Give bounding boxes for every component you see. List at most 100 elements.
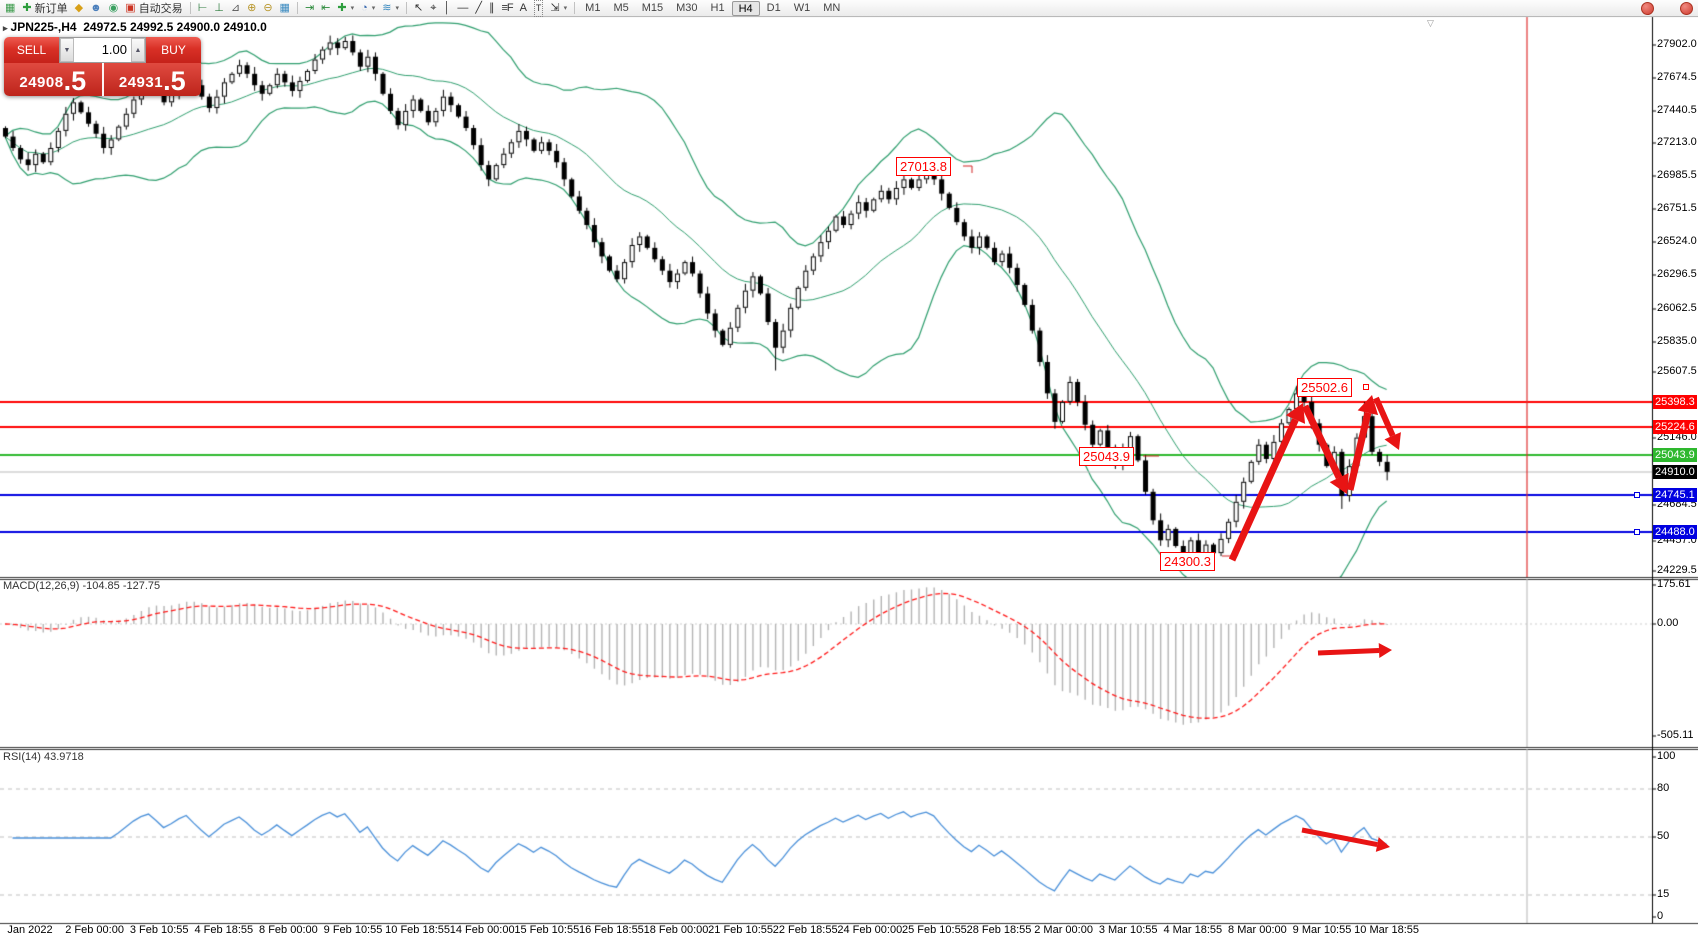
tab-timeframe-h1[interactable]: H1 — [710, 1, 725, 14]
text-label-tool[interactable]: T — [531, 0, 547, 17]
price-axis-tick: 25146.0 — [1657, 431, 1697, 443]
zoom-out-button[interactable]: ⊖ — [260, 1, 275, 16]
time-axis-label: 2 Mar 00:00 — [1034, 924, 1093, 933]
tab-timeframe-m1[interactable]: M1 — [585, 1, 601, 14]
auto-scroll-button[interactable]: ⇥ — [302, 1, 317, 16]
price-annotation[interactable]: 24300.3 — [1160, 552, 1215, 571]
price-axis-tick: 26751.5 — [1657, 202, 1697, 214]
status-icon[interactable] — [1680, 2, 1693, 15]
time-axis-label: 25 Feb 10:55 — [901, 924, 967, 933]
line-handle[interactable] — [1634, 529, 1640, 535]
cursor-tool[interactable]: ↖ — [411, 1, 426, 16]
styler-icon: ◆ — [74, 1, 84, 14]
equidistant-channel-tool[interactable]: ∥ — [486, 1, 498, 16]
crosshair-tool[interactable]: ⌖ — [427, 1, 439, 16]
time-axis-label: 15 Feb 10:55 — [514, 924, 580, 933]
zoom-out-icon: ⊖ — [263, 1, 273, 14]
chart-shift-button[interactable]: ⇤ — [318, 1, 333, 16]
trade-panel-controls: SELL ▼ 1.00 ▲ BUY — [4, 37, 201, 63]
strategy-tester-icon: ⊿ — [230, 1, 241, 14]
time-axis-label: 3 Feb 10:55 — [129, 924, 189, 933]
chart-shift-marker-icon[interactable]: ▽ — [1427, 18, 1434, 28]
tab-timeframe-d1[interactable]: D1 — [766, 1, 781, 14]
tab-timeframe-w1[interactable]: W1 — [793, 1, 811, 14]
time-axis-label: 3 Mar 10:55 — [1098, 924, 1158, 933]
tab-timeframe-m30[interactable]: M30 — [676, 1, 698, 14]
arrows-icon: ⇲ — [550, 1, 560, 14]
bid-price-button[interactable]: 24908.5 — [4, 63, 104, 96]
ask-main: 24931 — [118, 74, 164, 91]
data-window-button[interactable]: ⊥ — [211, 1, 227, 16]
sell-button[interactable]: SELL — [4, 37, 59, 63]
price-axis-tick: 25835.0 — [1657, 335, 1697, 347]
indicator-list-icon: ⊢ — [197, 1, 208, 14]
price-line-label: 25398.3 — [1653, 395, 1697, 409]
volume-up-button[interactable]: ▲ — [131, 38, 145, 62]
rsi-axis-tick: 50 — [1657, 830, 1670, 842]
price-annotation[interactable]: 27013.8 — [896, 157, 951, 176]
time-axis-label: Jan 2022 — [7, 924, 53, 933]
template-icon: ≋ — [382, 1, 392, 14]
auto-scroll-icon: ⇥ — [304, 1, 315, 14]
fibonacci-tool[interactable]: ≡F — [498, 1, 515, 16]
price-axis-tick: 26985.5 — [1657, 169, 1697, 181]
template-button[interactable]: ≋ ▾ — [382, 1, 400, 14]
annotation-handle[interactable] — [1363, 384, 1369, 390]
price-annotation[interactable]: 25502.6 — [1297, 378, 1352, 397]
price-axis-tick: 25607.5 — [1657, 365, 1697, 377]
tile-windows-icon: ▦ — [279, 1, 290, 14]
trendline-tool[interactable]: ╱ — [472, 1, 485, 16]
ohlc-values: 24972.5 24992.5 24900.0 24910.0 — [83, 20, 267, 34]
tile-windows-button[interactable]: ▦ — [277, 1, 293, 16]
rsi-axis-tick: 0 — [1657, 910, 1664, 922]
ask-price-button[interactable]: 24931.5 — [104, 63, 202, 96]
data-window-icon: ⊥ — [214, 1, 224, 14]
indicator-list-button[interactable]: ⊢ — [195, 1, 211, 16]
status-icon[interactable] — [1641, 2, 1654, 15]
text-tool[interactable]: A — [517, 1, 530, 16]
macd-name: MACD(12,26,9) — [3, 580, 80, 592]
trendline-icon: ╱ — [475, 1, 482, 14]
autotrade-label: 自动交易 — [138, 3, 183, 15]
bid-main: 24908 — [19, 74, 64, 91]
tab-timeframe-h4[interactable]: H4 — [731, 0, 760, 16]
tab-timeframe-mn[interactable]: MN — [823, 1, 841, 14]
strategy-tester-button[interactable]: ⊿ — [228, 1, 243, 16]
arrows-tool[interactable]: ⇲ ▾ — [550, 1, 568, 14]
time-axis-label: 10 Feb 18:55 — [385, 924, 451, 933]
line-handle[interactable] — [1634, 492, 1640, 498]
styler-button[interactable]: ◆ — [72, 1, 86, 16]
vertical-line-tool[interactable]: │ — [440, 1, 453, 16]
price-line-label: 25043.9 — [1653, 448, 1697, 462]
add-indicator-button[interactable]: ✚ ▾ — [337, 1, 355, 14]
time-axis-label: 9 Mar 10:55 — [1292, 924, 1352, 933]
chart-window-icon[interactable]: ▦ — [5, 1, 16, 14]
volume-down-button[interactable]: ▼ — [60, 38, 74, 62]
accounts-button[interactable]: ☻ — [87, 1, 105, 16]
trade-panel-prices: 24908.5 24931.5 — [4, 63, 201, 96]
time-axis: Jan 2022 2 Feb 00:00 3 Feb 10:55 4 Feb 18:5… — [0, 924, 1698, 933]
rsi-indicator-label: RSI(14) 43.9718 — [3, 751, 84, 763]
vertical-line-icon: │ — [443, 1, 451, 14]
volume-value[interactable]: 1.00 — [101, 42, 127, 57]
horizontal-line-tool[interactable]: — — [454, 1, 471, 16]
tab-timeframe-m5[interactable]: M5 — [613, 1, 629, 14]
symbol-info: ▸ JPN225-,H4 24972.5 24992.5 24900.0 2491… — [3, 20, 267, 34]
price-axis-tick: 26524.0 — [1657, 235, 1697, 247]
price-line-label: 24910.0 — [1653, 465, 1697, 479]
one-click-expander-icon[interactable]: ▸ — [3, 23, 8, 33]
tab-timeframe-m15[interactable]: M15 — [641, 1, 664, 14]
price-annotation[interactable]: 25043.9 — [1079, 447, 1134, 466]
time-axis-label: 4 Feb 18:55 — [194, 924, 254, 933]
period-button[interactable]: ◔ ▾ — [361, 1, 376, 14]
bid-frac: .5 — [63, 66, 87, 96]
autotrade-button[interactable]: ▣ 自动交易 — [122, 1, 185, 16]
crosshair-icon: ⌖ — [430, 1, 437, 14]
text-label-icon: T — [533, 0, 544, 17]
signals-button[interactable]: ◉ — [106, 1, 122, 16]
volume-stepper: ▼ 1.00 ▲ — [59, 37, 146, 63]
zoom-in-button[interactable]: ⊕ — [244, 1, 259, 16]
new-order-button[interactable]: ✚ 新订单 — [19, 1, 70, 16]
buy-button[interactable]: BUY — [146, 37, 201, 63]
